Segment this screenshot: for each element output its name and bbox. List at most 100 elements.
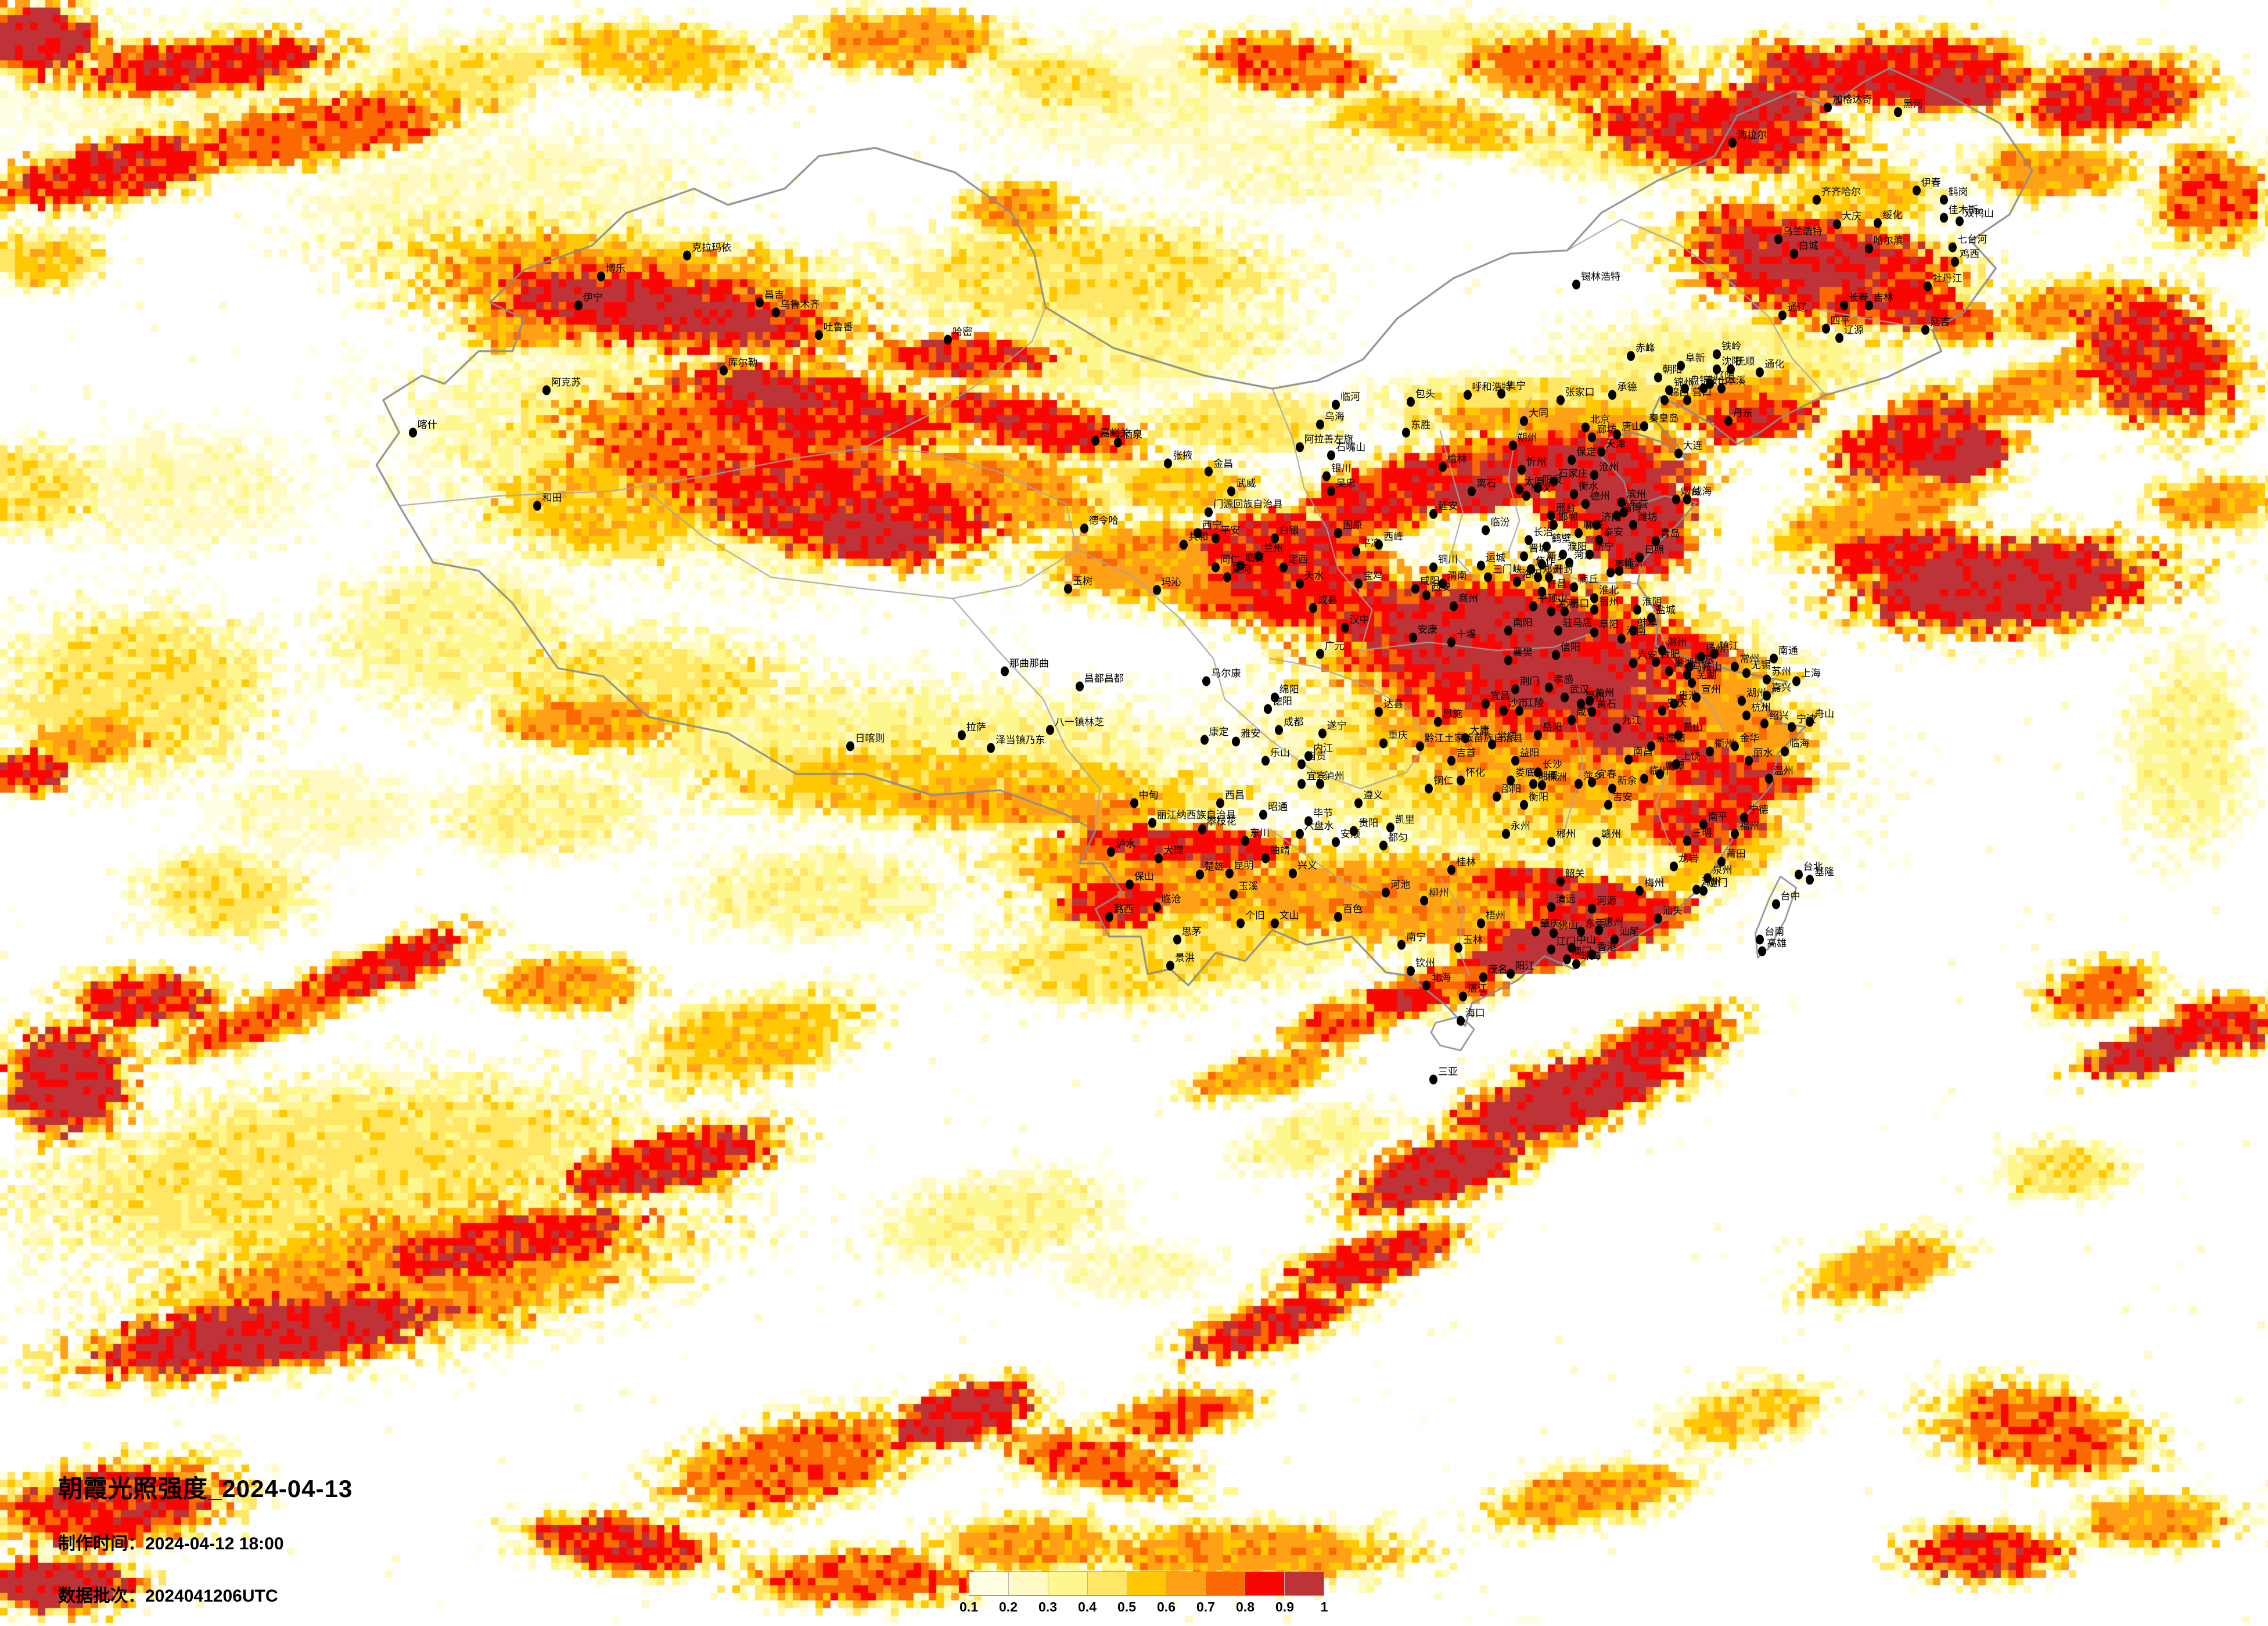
city-label: 金华 [1739,733,1760,744]
city-label: 衡水 [1579,481,1599,492]
city-label: 清远 [1556,894,1576,905]
city-label: 孝感 [1554,674,1574,686]
city-label: 乌海 [1324,411,1345,422]
city-label: 白银 [1279,524,1299,536]
city-dot [1107,847,1116,857]
city-label: 康定 [1209,726,1229,738]
city-label: 西峰 [1383,531,1404,542]
city-label: 自贡 [1306,751,1327,762]
city-label: 鹤岗 [1948,186,1968,198]
city-dot [1656,769,1665,779]
city-label: 德令哈 [1088,515,1119,526]
city-label: 南平 [1708,811,1728,822]
city-label: 西宁 [1202,520,1222,531]
city-label: 南阳 [1512,617,1533,629]
city-label: 定西 [1288,554,1309,566]
city-dot [1130,798,1138,808]
city-label: 大同 [1529,408,1549,419]
city-label: 渭南 [1447,570,1467,582]
city-label: 临汾 [1490,516,1510,528]
city-dot [1713,349,1721,359]
city-label: 大庸 [1469,725,1490,736]
city-dot [1787,722,1796,732]
city-dot [1422,590,1431,600]
city-label: 雅安 [1241,728,1261,739]
city-dot [1821,323,1830,334]
city-dot [1654,372,1662,383]
city-label: 台南 [1764,926,1785,938]
city-label: 银川 [1331,463,1352,474]
city-dot [1570,489,1579,499]
city-label: 湖州 [1746,687,1767,699]
city-label: 焦作 [1535,556,1555,567]
city-dot [1565,557,1574,568]
city-dot [1500,706,1508,716]
city-label: 石家庄 [1558,467,1588,479]
city-label: 益阳 [1519,747,1540,759]
city-dot [574,300,583,311]
city-dot [1223,572,1231,582]
legend-value: 0.6 [1157,1599,1176,1614]
city-label: 吴忠 [1336,477,1356,489]
city-label: 伊宁 [583,292,603,304]
legend-value: 1 [1320,1599,1328,1614]
city-dot [1588,707,1597,717]
city-label: 北京 [1590,414,1610,426]
city-label: 楚雄 [1204,861,1224,873]
city-label: 周口 [1569,598,1590,609]
city-label: 忻州 [1526,456,1547,468]
city-dot [1075,681,1084,692]
city-label: 长治 [1533,526,1553,538]
city-label: 大连 [1683,440,1703,452]
legend-value: 0.8 [1236,1599,1255,1614]
city-dot [1463,390,1472,400]
city-label: 鹤壁 [1551,533,1572,544]
city-dot [1742,668,1751,678]
city-dot [1665,666,1674,677]
city-dot [1590,627,1599,638]
city-dot [1572,959,1580,969]
city-label: 河池 [1390,879,1410,891]
city-dot [1576,699,1585,709]
city-label: 内江 [1313,743,1334,754]
city-dot [1164,458,1173,469]
city-label: 延安 [1437,500,1458,512]
city-label: 白城 [1798,240,1818,251]
city-dot [1533,572,1542,582]
city-dot [1279,562,1288,573]
city-dot [1739,812,1748,823]
city-dot [1064,584,1073,594]
city-label: 日照 [1644,544,1665,556]
legend-swatch [1087,1572,1127,1595]
city-label: 沧州 [1599,461,1619,473]
city-label: 泉州 [1712,865,1733,876]
city-label: 开封 [1554,564,1574,575]
city-dot [1588,904,1597,914]
city-label: 八一镇林芝 [1055,717,1104,728]
city-label: 都匀 [1388,832,1408,843]
city-dot [1713,364,1721,375]
city-label: 昆明 [1234,859,1254,871]
city-dot [1688,678,1696,688]
city-dot [1533,730,1542,740]
city-dot [1760,718,1769,729]
city-label: 大庆 [1842,211,1862,222]
city-dot [1685,661,1694,672]
city-label: 镇江 [1719,640,1739,652]
city-dot [1833,219,1842,229]
city-label: 哈密 [953,326,973,338]
city-dot [1515,484,1524,495]
city-dot [1520,551,1529,562]
city-label: 福州 [1739,821,1760,832]
city-label: 梅州 [1644,877,1665,889]
city-dot [1456,775,1465,786]
city-label: 绍兴 [1769,710,1789,721]
city-label: 成都 [1284,717,1304,728]
city-dot [1613,510,1622,521]
city-dot [1297,779,1306,789]
city-dot [1513,577,1522,587]
city-label: 马鞍山 [1692,661,1722,672]
city-dot [1538,780,1547,790]
city-label: 保山 [1134,871,1154,883]
city-dot [1640,421,1649,431]
